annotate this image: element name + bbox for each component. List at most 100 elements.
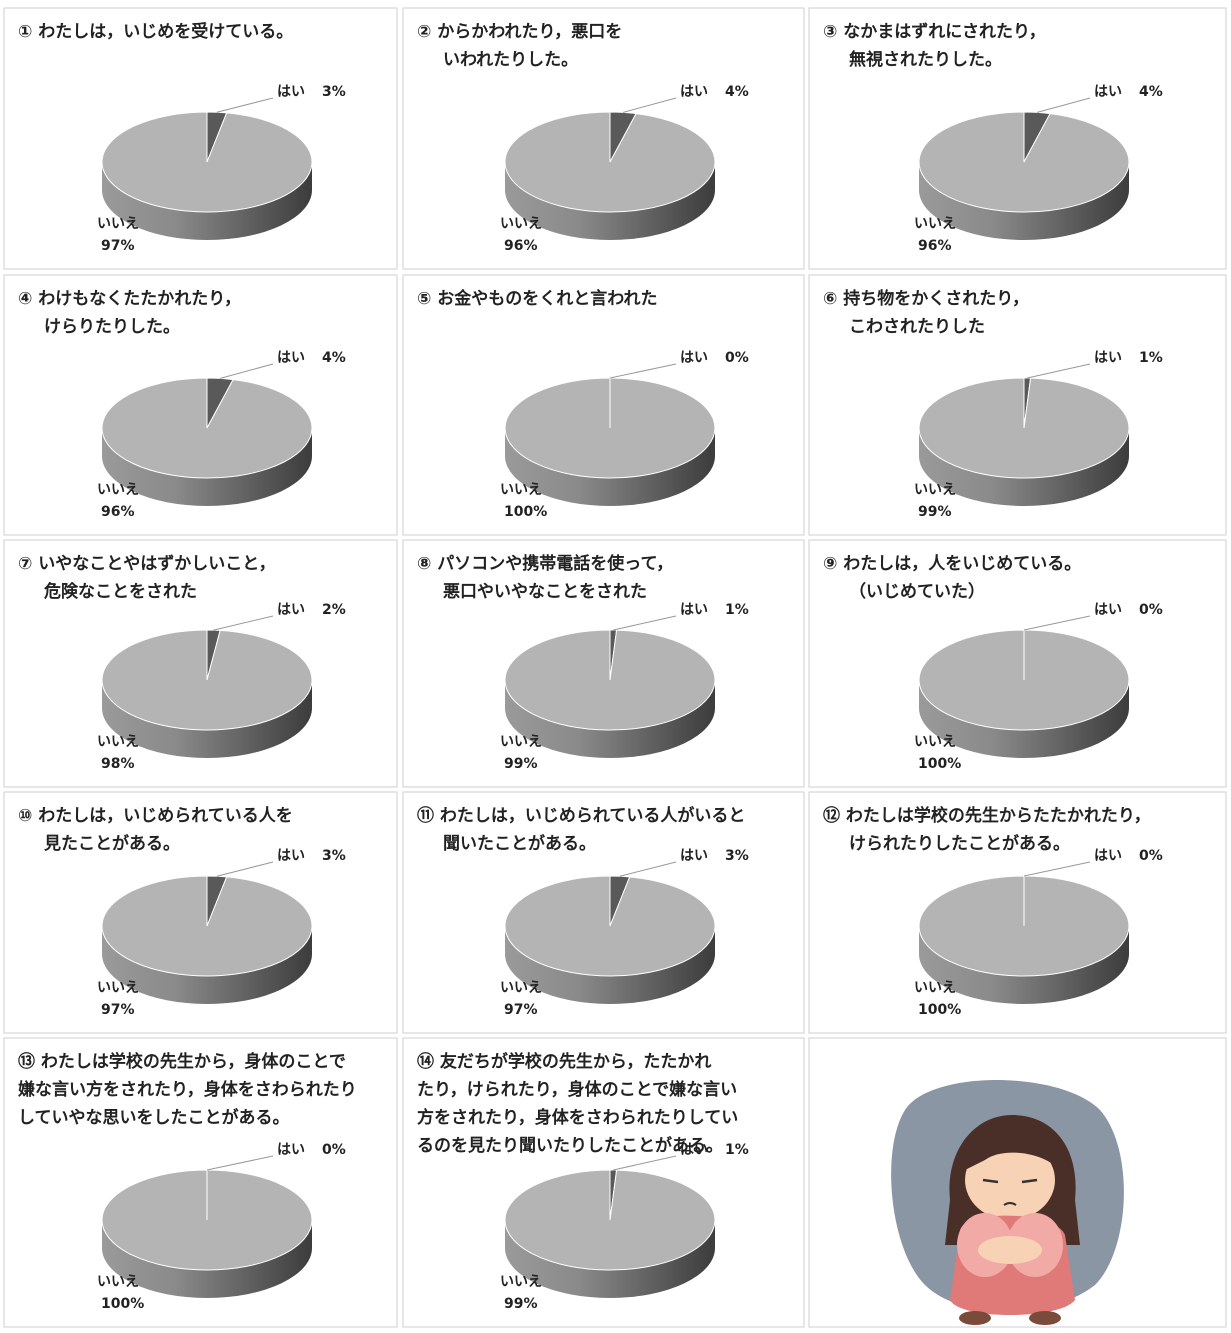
pie-slice <box>102 630 312 730</box>
slice-label: はい <box>680 848 708 864</box>
slice-label: いいえ <box>914 734 956 750</box>
chart-title: 見たことがある。 <box>43 833 180 854</box>
slice-label: いいえ <box>500 1274 542 1290</box>
illustration <box>891 1080 1124 1325</box>
chart-title: ⑦ いやなことやはずかしいこと， <box>18 554 276 574</box>
leader-line <box>1024 862 1090 876</box>
slice-value-label: 4% <box>725 84 749 100</box>
pie-slice <box>505 1170 715 1270</box>
slice-value-label: 100% <box>918 756 961 772</box>
slice-value-label: 99% <box>918 504 952 520</box>
chart-title: 方をされたり，身体をさわられたりしてい <box>417 1107 738 1128</box>
slice-value-label: 0% <box>1139 602 1163 618</box>
slice-value-label: 4% <box>1139 84 1163 100</box>
chart-title: ⑧ パソコンや携帯電話を使って， <box>417 553 673 574</box>
slice-label: いいえ <box>97 216 139 232</box>
chart-title: 無視されたりした。 <box>849 49 1002 70</box>
slice-value-label: 0% <box>322 1142 346 1158</box>
pie-slice <box>102 876 312 976</box>
pie-slice <box>919 630 1129 730</box>
slice-value-label: 96% <box>504 238 538 254</box>
leader-line <box>220 364 273 378</box>
chart-title: けられたりしたことがある。 <box>849 833 1070 854</box>
slice-value-label: 1% <box>1139 350 1163 366</box>
slice-label: はい <box>680 1142 708 1158</box>
slice-label: はい <box>277 350 305 366</box>
chart-title: ⑩ わたしは，いじめられている人を <box>18 806 293 826</box>
pie-slice <box>505 112 715 212</box>
slice-value-label: 97% <box>101 1002 135 1018</box>
slice-label: いいえ <box>500 734 542 750</box>
slice-label: いいえ <box>97 1274 139 1290</box>
chart-title: 危険なことをされた <box>43 581 197 602</box>
chart-title: ⑬ わたしは学校の先生から，身体のことで <box>18 1051 346 1072</box>
leader-line <box>1024 616 1090 630</box>
slice-value-label: 99% <box>504 756 538 772</box>
slice-value-label: 100% <box>504 504 547 520</box>
chart-title: ② からかわれたり，悪口を <box>417 22 622 42</box>
chart-title: 聞いたことがある。 <box>443 833 596 854</box>
leader-line <box>214 616 273 630</box>
slice-value-label: 1% <box>725 1142 749 1158</box>
leader-line <box>217 98 273 112</box>
slice-label: いいえ <box>914 216 956 232</box>
chart-title: ① わたしは，いじめを受けている。 <box>18 21 293 42</box>
slice-label: はい <box>277 848 305 864</box>
pie-slice <box>505 378 715 478</box>
slice-value-label: 98% <box>101 756 135 772</box>
slice-label: はい <box>277 602 305 618</box>
slice-value-label: 96% <box>101 504 135 520</box>
slice-value-label: 3% <box>322 848 346 864</box>
leader-line <box>620 862 676 876</box>
chart-title: いわれたりした。 <box>443 50 578 70</box>
leader-line <box>217 862 273 876</box>
chart-title: ⑭ 友だちが学校の先生から，たたかれ <box>417 1051 711 1072</box>
chart-title: 嫌な言い方をされたり，身体をさわられたり <box>17 1079 357 1100</box>
pie-slice <box>919 378 1129 478</box>
leader-line <box>613 1156 676 1170</box>
slice-label: いいえ <box>500 980 542 996</box>
slice-label: はい <box>1094 602 1122 618</box>
chart-title: ⑥ 持ち物をかくされたり， <box>823 288 1029 309</box>
pie-slice <box>102 112 312 212</box>
chart-title: 悪口やいやなことをされた <box>443 582 647 602</box>
chart-title: （いじめていた） <box>849 581 985 602</box>
page: ① わたしは，いじめを受けている。はい 3% いいえ 97% ② からかわれたり，悪口を… <box>0 0 1231 1333</box>
slice-label: はい <box>1094 350 1122 366</box>
slice-label: はい <box>680 602 708 618</box>
chart-title: ⑤ お金やものをくれと言われた <box>417 288 657 309</box>
slice-label: はい <box>277 84 305 100</box>
slice-value-label: 3% <box>322 84 346 100</box>
slice-value-label: 1% <box>725 602 749 618</box>
slice-label: いいえ <box>97 482 139 498</box>
slice-label: はい <box>680 350 708 366</box>
slice-value-label: 4% <box>322 350 346 366</box>
pie-slice <box>505 876 715 976</box>
slice-value-label: 3% <box>725 848 749 864</box>
chart-title: たり，けられたり，身体のことで嫌な言い <box>417 1079 737 1100</box>
leader-line <box>610 364 676 378</box>
leader-line <box>623 98 676 112</box>
slice-label: いいえ <box>914 980 956 996</box>
slice-label: はい <box>1094 84 1122 100</box>
leader-line <box>613 616 676 630</box>
slice-label: いいえ <box>97 980 139 996</box>
slice-label: はい <box>1094 848 1122 864</box>
chart-title: こわされたりした <box>849 317 985 337</box>
slice-value-label: 100% <box>101 1296 144 1312</box>
slice-value-label: 97% <box>504 1002 538 1018</box>
slice-label: はい <box>680 84 708 100</box>
leader-line <box>1037 98 1090 112</box>
chart-title: ④ わけもなくたたかれたり， <box>18 289 241 309</box>
slice-value-label: 2% <box>322 602 346 618</box>
chart-title: るのを見たり聞いたりしたことがある。 <box>417 1135 723 1156</box>
slice-value-label: 0% <box>1139 848 1163 864</box>
chart-title: ⑨ わたしは，人をいじめている。 <box>823 554 1081 574</box>
slice-value-label: 97% <box>101 238 135 254</box>
leader-line <box>207 1156 273 1170</box>
chart-title: ③ なかまはずれにされたり， <box>823 22 1046 42</box>
slice-label: いいえ <box>500 482 542 498</box>
slice-value-label: 100% <box>918 1002 961 1018</box>
slice-label: いいえ <box>914 482 956 498</box>
slice-label: はい <box>277 1142 305 1158</box>
